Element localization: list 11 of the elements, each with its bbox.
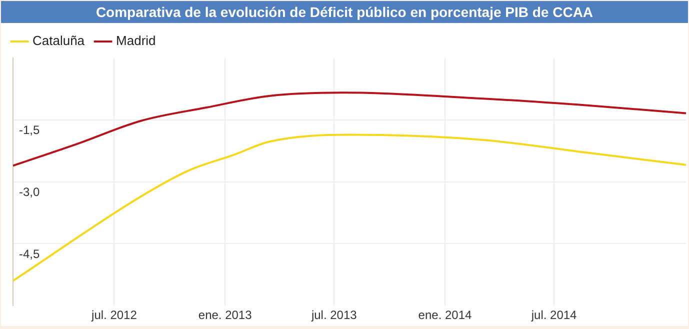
y-tick-label: -3,0 xyxy=(19,185,40,200)
x-tick-label: jul. 2013 xyxy=(310,308,358,322)
x-tick-label: ene. 2013 xyxy=(198,308,252,322)
x-tick-label: ene. 2014 xyxy=(418,308,472,322)
y-tick-label: -4,5 xyxy=(19,247,40,262)
x-tick-label: jul. 2014 xyxy=(530,308,578,322)
y-tick-label: -1,5 xyxy=(19,123,40,138)
chart-title: Comparativa de la evolución de Déficit público en porcentaje PIB de CCAA xyxy=(1,1,688,23)
x-tick-label: jul. 2012 xyxy=(90,308,138,322)
legend-label: Cataluña xyxy=(32,33,86,48)
legend-label: Madrid xyxy=(116,33,156,48)
